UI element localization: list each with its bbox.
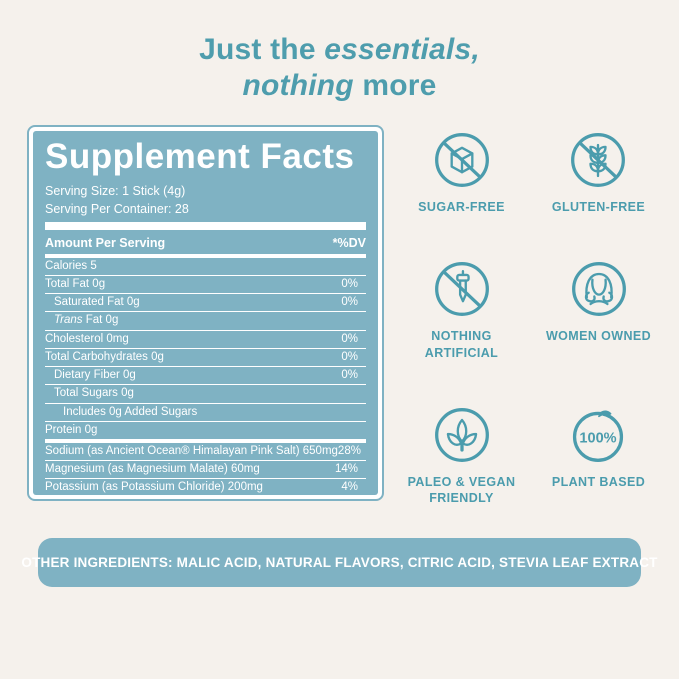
title-part-italic: essentials, — [324, 33, 480, 66]
supplement-facts-inner: Supplement Facts Serving Size: 1 Stick (… — [33, 131, 378, 495]
badge-label: WOMEN OWNED — [545, 329, 652, 344]
separator-thick — [45, 221, 366, 230]
woman-icon — [571, 262, 626, 317]
title-part-italic: nothing — [242, 69, 354, 102]
plant-100-icon: 100% — [573, 410, 624, 462]
badge-label: GLUTEN-FREE — [551, 200, 646, 214]
nutrition-row-calories: Calories 5 — [45, 258, 366, 276]
badge-nothing-artificial: NOTHING ARTIFICIAL — [396, 259, 527, 361]
lotus-icon — [434, 407, 489, 462]
page-title-line2: nothing more — [0, 68, 679, 104]
plant-100-icon-text: 100% — [580, 430, 617, 446]
servings-per-container: Serving Per Container: 28 — [45, 201, 189, 216]
nutrition-row-cholesterol: Cholesterol 0mg 0% — [45, 331, 366, 349]
page-title: Just the essentials, nothing more — [0, 32, 679, 104]
col-amount-per-serving: Amount Per Serving — [45, 235, 166, 250]
nutrition-header-row: Amount Per Serving *%DV — [45, 233, 366, 258]
badge-label: PLANT BASED — [551, 474, 646, 489]
badge-gluten-free: GLUTEN-FREE — [552, 130, 645, 215]
supplement-facts-title: Supplement Facts — [45, 137, 355, 176]
nutrition-row-added-sugars: Includes 0g Added Sugars — [45, 404, 366, 422]
col-dv: *%DV — [332, 235, 366, 250]
no-dropper-icon — [434, 262, 489, 317]
nutrition-row-protein: Protein 0g — [45, 422, 366, 443]
serving-size: Serving Size: 1 Stick (4g) — [45, 183, 186, 198]
nutrition-row-magnesium: Magnesium (as Magnesium Malate) 60mg 14% — [45, 461, 366, 480]
nutrition-row-saturated-fat: Saturated Fat 0g 0% — [45, 294, 366, 313]
badge-label: PALEO & VEGAN FRIENDLY — [407, 474, 516, 505]
badge-paleo-vegan: PALEO & VEGAN FRIENDLY — [396, 405, 527, 507]
page-title-line1: Just the essentials, — [0, 32, 679, 68]
nutrition-row-potassium: Potassium (as Potassium Chloride) 200mg 4… — [45, 479, 366, 495]
nutrition-row-total-carbohydrates: Total Carbohydrates 0g 0% — [45, 349, 366, 368]
nutrition-row-total-sugars: Total Sugars 0g — [45, 385, 366, 404]
nutrition-row-sodium: Sodium (as Ancient Ocean® Himalayan Pink… — [45, 443, 366, 462]
nutrition-row-dietary-fiber: Dietary Fiber 0g 0% — [45, 367, 366, 386]
no-sugar-icon — [434, 133, 489, 187]
badge-plant-based: 100% PLANT BASED — [552, 405, 645, 507]
no-gluten-icon — [571, 133, 626, 187]
title-part-regular: more — [353, 69, 437, 102]
supplement-facts-panel: Supplement Facts Serving Size: 1 Stick (… — [27, 125, 384, 501]
badge-grid: SUGAR-FREE GLUTEN-FREE NOTHING ARTIFICIA… — [396, 130, 664, 506]
nutrition-row-trans-fat: Trans Fat 0g — [45, 312, 366, 331]
title-part-regular: Just the — [199, 33, 325, 66]
badge-sugar-free: SUGAR-FREE — [418, 130, 505, 215]
badge-women-owned: WOMEN OWNED — [546, 259, 651, 361]
badge-label: NOTHING ARTIFICIAL — [424, 329, 499, 360]
other-ingredients-banner: OTHER INGREDIENTS: MALIC ACID, NATURAL F… — [21, 538, 657, 587]
nutrition-row-total-fat: Total Fat 0g 0% — [45, 276, 366, 295]
badge-label: SUGAR-FREE — [418, 200, 505, 214]
